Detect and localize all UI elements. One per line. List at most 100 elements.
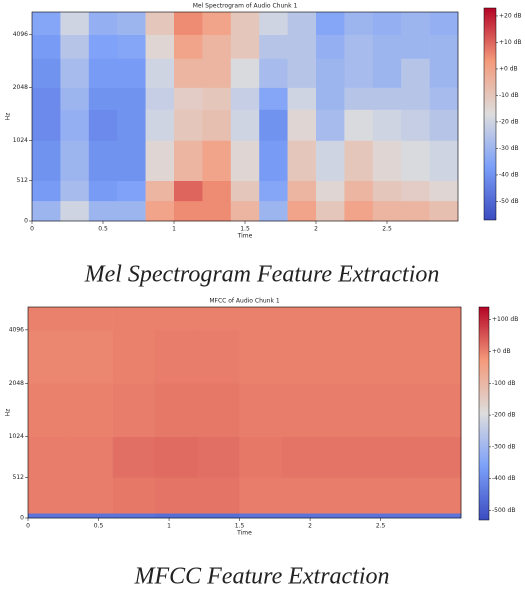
heatmap-cell (28, 477, 71, 514)
heatmap-cell (366, 329, 410, 384)
colorbar-tick-label: -300 dB (492, 443, 515, 450)
heatmap-cell (281, 307, 325, 331)
heatmap-cell (117, 58, 146, 88)
chart-title: Mel Spectrogram of Audio Chunk 1 (193, 3, 298, 10)
heatmap-cell (316, 200, 345, 222)
colorbar-tick-label: +0 dB (499, 65, 518, 72)
x-tick-label: 0 (30, 226, 34, 233)
heatmap-cell (88, 140, 118, 181)
heatmap-cell (32, 180, 61, 202)
heatmap-cell (32, 12, 61, 35)
heatmap-cell (401, 180, 430, 202)
heatmap-cell (70, 307, 113, 331)
heatmap-cell (60, 109, 90, 141)
heatmap-cell (324, 477, 367, 514)
x-tick-label: 1 (172, 226, 176, 233)
heatmap-cell (197, 383, 240, 438)
heatmap-cell (230, 200, 260, 222)
heatmap-cell (287, 140, 317, 181)
colorbar (478, 306, 490, 521)
heatmap-cell (112, 477, 156, 514)
heatmap-cell (112, 329, 156, 384)
heatmap-cell (230, 140, 260, 181)
heatmap-cell (88, 34, 118, 59)
heatmap-cell (324, 383, 367, 438)
heatmap-cell (230, 58, 260, 88)
heatmap-cell (117, 140, 146, 181)
heatmap-cell (117, 12, 146, 35)
heatmap-cell (202, 34, 232, 59)
heatmap-cell (344, 109, 374, 141)
heatmap-cell (145, 109, 175, 141)
heatmap-cell (324, 436, 367, 478)
heatmap-cell (154, 513, 198, 519)
heatmap-cell (408, 383, 462, 438)
heatmap-cell (145, 180, 175, 202)
heatmap-cell (202, 12, 232, 35)
colorbar-tick-label: -100 dB (492, 380, 515, 387)
y-tick-label: 2048 (9, 380, 24, 387)
heatmap-cell (70, 436, 113, 478)
x-tick-label: 2 (314, 226, 318, 233)
heatmap-cell (230, 34, 260, 59)
heatmap-cell (287, 12, 317, 35)
heatmap-cell (239, 513, 283, 519)
heatmap-cell (372, 109, 402, 141)
heatmap-cell (259, 200, 288, 222)
heatmap-cell (366, 477, 410, 514)
heatmap-cell (197, 513, 240, 519)
plot-frame (27, 306, 462, 519)
heatmap-cell (117, 34, 146, 59)
heatmap-cell (112, 513, 156, 519)
y-tick-label: 1024 (9, 433, 24, 440)
colorbar (483, 7, 497, 221)
x-tick-label: 0.5 (94, 523, 104, 530)
heatmap-cell (259, 58, 288, 88)
colorbar-tick-label: +100 dB (492, 316, 518, 323)
heatmap-cell (32, 34, 61, 59)
heatmap-cell (230, 12, 260, 35)
heatmap-cell (408, 307, 462, 331)
colorbar-tick-label: -400 dB (492, 475, 515, 482)
heatmap-cell (174, 109, 203, 141)
y-tick-label: 4096 (9, 326, 24, 333)
heatmap-cell (401, 87, 430, 110)
heatmap-cell (145, 140, 175, 181)
heatmap-cell (281, 477, 325, 514)
chart-title: MFCC of Audio Chunk 1 (209, 298, 280, 305)
heatmap-cell (372, 34, 402, 59)
heatmap-cell (88, 200, 118, 222)
heatmap-cell (230, 87, 260, 110)
heatmap-cell (239, 307, 283, 331)
x-axis-label: Time (237, 233, 253, 240)
heatmap-cell (287, 180, 317, 202)
heatmap-cell (145, 12, 175, 35)
heatmap-cell (344, 140, 374, 181)
heatmap-cell (28, 307, 71, 331)
heatmap-cell (174, 140, 203, 181)
x-tick-label: 2 (308, 523, 312, 530)
heatmap-cell (70, 513, 113, 519)
heatmap-cell (408, 329, 462, 384)
colorbar-tick-label: -50 dB (499, 198, 519, 205)
heatmap-cell (28, 383, 71, 438)
heatmap-cell (28, 329, 71, 384)
heatmap-cell (239, 436, 283, 478)
heatmap-cell (429, 200, 459, 222)
heatmap-cell (408, 477, 462, 514)
heatmap-cell (202, 140, 232, 181)
heatmap-cell (401, 34, 430, 59)
y-tick-label: 0 (20, 515, 24, 522)
heatmap-cell (281, 383, 325, 438)
x-tick-label: 0.5 (98, 226, 108, 233)
colorbar-tick-label: -500 dB (492, 507, 515, 514)
x-tick-label: 1 (167, 523, 171, 530)
heatmap-cell (202, 87, 232, 110)
heatmap-cell (145, 87, 175, 110)
heatmap-cell (259, 87, 288, 110)
colorbar-tick-label: +20 dB (499, 12, 522, 19)
heatmap-cell (197, 477, 240, 514)
caption: MFCC Feature Extraction (133, 564, 389, 590)
y-axis-label: Hz (5, 409, 12, 417)
